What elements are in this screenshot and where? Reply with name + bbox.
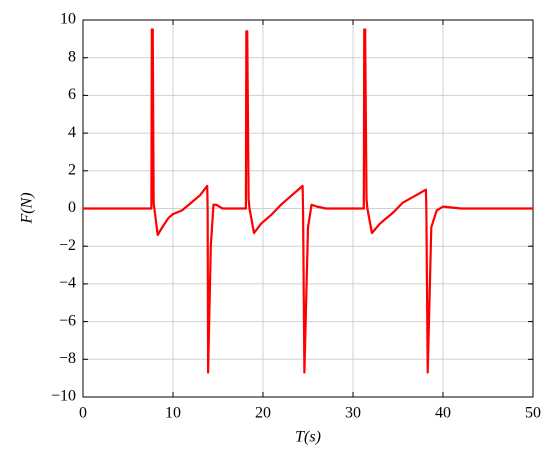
x-tick-label: 30 — [345, 405, 361, 422]
data-line — [83, 28, 533, 374]
x-tick-label: 10 — [165, 405, 181, 422]
y-tick-label: 10 — [60, 11, 76, 28]
y-tick-label: 4 — [68, 124, 76, 141]
x-tick-label: 0 — [79, 405, 87, 422]
y-tick-label: −4 — [59, 275, 76, 292]
y-tick-label: −8 — [59, 350, 76, 367]
y-tick-label: 6 — [68, 86, 76, 103]
y-tick-label: −2 — [59, 237, 76, 254]
y-tick-label: 2 — [68, 161, 76, 178]
y-tick-label: 0 — [68, 199, 76, 216]
x-tick-label: 20 — [255, 405, 271, 422]
x-tick-label: 40 — [435, 405, 451, 422]
y-tick-label: 8 — [68, 48, 76, 65]
y-tick-label: −6 — [59, 312, 76, 329]
x-axis-label: T(s) — [295, 429, 321, 446]
x-tick-label: 50 — [525, 405, 541, 422]
y-axis-label: F(N) — [19, 192, 36, 224]
y-tick-label: −10 — [51, 388, 76, 405]
